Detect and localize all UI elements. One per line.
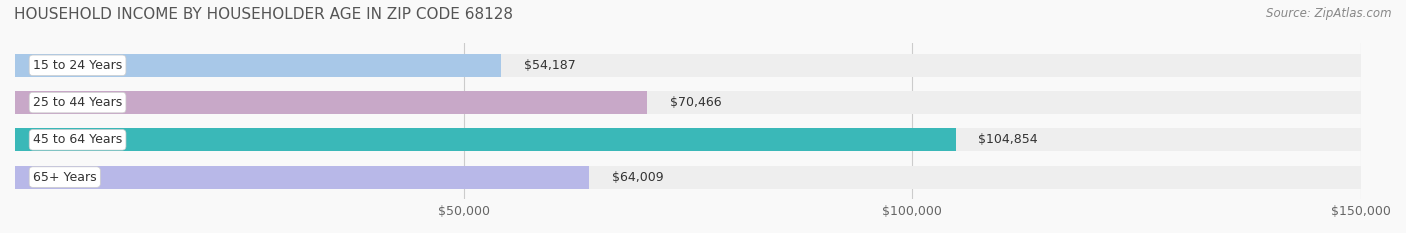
Text: 65+ Years: 65+ Years	[32, 171, 97, 184]
Bar	[15, 91, 647, 114]
Bar	[15, 91, 1361, 114]
Text: HOUSEHOLD INCOME BY HOUSEHOLDER AGE IN ZIP CODE 68128: HOUSEHOLD INCOME BY HOUSEHOLDER AGE IN Z…	[14, 7, 513, 22]
Text: $104,854: $104,854	[979, 133, 1038, 146]
Bar	[15, 54, 1361, 77]
Text: $54,187: $54,187	[523, 59, 575, 72]
Bar	[15, 165, 1361, 189]
Text: 25 to 44 Years: 25 to 44 Years	[32, 96, 122, 109]
Text: 45 to 64 Years: 45 to 64 Years	[32, 133, 122, 146]
Text: 15 to 24 Years: 15 to 24 Years	[32, 59, 122, 72]
Bar	[15, 165, 589, 189]
Text: $70,466: $70,466	[669, 96, 721, 109]
Bar	[15, 54, 502, 77]
Text: $64,009: $64,009	[612, 171, 664, 184]
Bar	[15, 128, 956, 151]
Text: Source: ZipAtlas.com: Source: ZipAtlas.com	[1267, 7, 1392, 20]
Bar	[15, 128, 1361, 151]
